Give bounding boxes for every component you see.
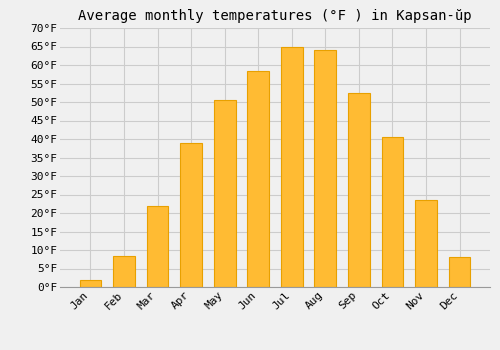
Title: Average monthly temperatures (°F ) in Kapsan-ŭp: Average monthly temperatures (°F ) in Ka… xyxy=(78,9,472,23)
Bar xyxy=(180,143,202,287)
Bar xyxy=(80,280,102,287)
Bar xyxy=(281,47,302,287)
Bar xyxy=(113,256,135,287)
Bar xyxy=(348,93,370,287)
Bar xyxy=(146,205,169,287)
Bar xyxy=(314,50,336,287)
Bar xyxy=(448,257,470,287)
Bar xyxy=(248,71,269,287)
Bar xyxy=(214,100,236,287)
Bar xyxy=(382,137,404,287)
Bar xyxy=(415,200,437,287)
